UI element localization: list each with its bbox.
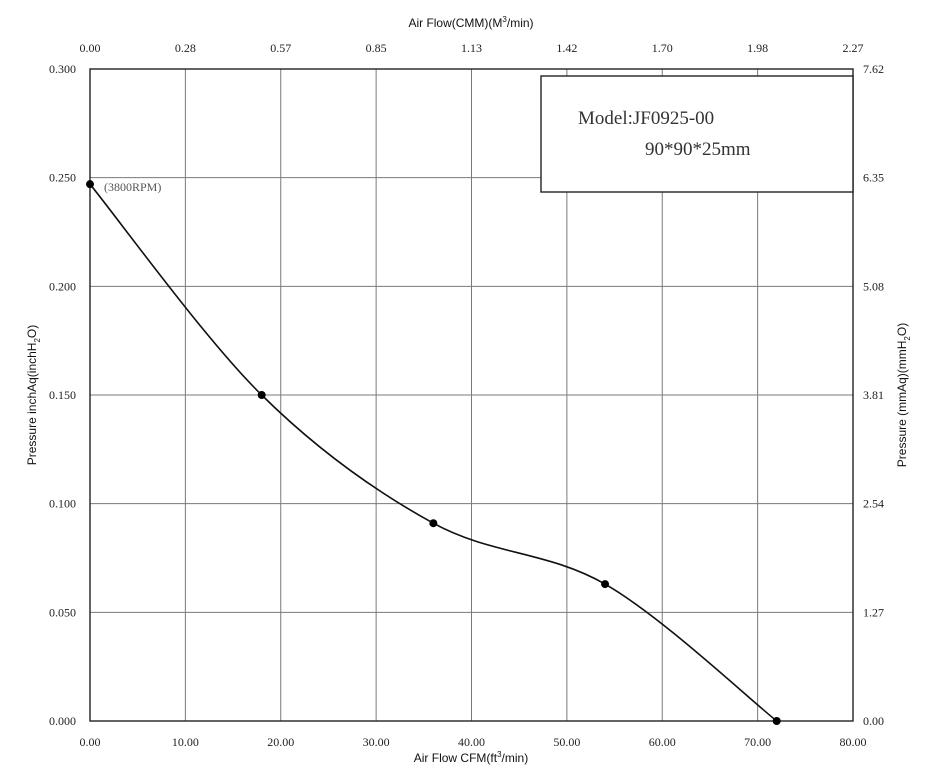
top-x-tick-label: 0.28 xyxy=(175,41,196,55)
x-tick-label: 80.00 xyxy=(840,735,867,749)
top-x-axis-title: Air Flow(CMM)(M3/min) xyxy=(408,15,533,30)
data-point xyxy=(257,391,266,399)
x-tick-label: 60.00 xyxy=(649,735,676,749)
data-point xyxy=(601,580,610,589)
y-tick-label: 0.250 xyxy=(49,171,76,185)
bottom-x-axis-title: Air Flow CFM(ft3/min) xyxy=(414,750,528,765)
x-tick-label: 10.00 xyxy=(172,735,199,749)
left-y-tick-labels: 0.000 0.050 0.100 0.150 0.200 0.250 0.300 xyxy=(49,62,76,728)
model-name-label: Model:JF0925-00 xyxy=(578,108,714,129)
y-tick-label: 0.050 xyxy=(49,605,76,619)
y-tick-label: 0.300 xyxy=(49,62,76,76)
top-x-tick-label: 2.27 xyxy=(843,41,864,55)
model-size-label: 90*90*25mm xyxy=(645,139,751,160)
right-y-tick-label: 6.35 xyxy=(863,171,884,185)
model-info-box xyxy=(540,75,854,193)
right-y-tick-label: 7.62 xyxy=(863,62,884,76)
right-y-tick-label: 5.08 xyxy=(863,279,884,293)
x-tick-label: 30.00 xyxy=(363,735,390,749)
right-y-tick-label: 0.00 xyxy=(863,714,884,728)
top-x-tick-label: 1.42 xyxy=(556,41,577,55)
x-tick-label: 40.00 xyxy=(458,735,485,749)
y-tick-label: 0.150 xyxy=(49,388,76,402)
right-y-tick-label: 2.54 xyxy=(863,497,884,511)
left-y-axis-title: Pressure inchAq(inchH2O) xyxy=(25,325,42,466)
data-point xyxy=(429,519,438,528)
data-point xyxy=(772,717,781,725)
x-tick-label: 50.00 xyxy=(553,735,580,749)
top-x-tick-label: 1.70 xyxy=(652,41,673,55)
top-x-tick-labels: 0.00 0.28 0.57 0.85 1.13 1.42 1.70 1.98 2.27 xyxy=(80,41,864,55)
data-points xyxy=(86,180,781,725)
data-point xyxy=(86,180,94,189)
rpm-label: (3800RPM) xyxy=(104,180,161,194)
right-y-tick-label: 1.27 xyxy=(863,605,884,619)
right-y-tick-labels: 0.00 1.27 2.54 3.81 5.08 6.35 7.62 xyxy=(863,62,884,728)
plot-frame xyxy=(89,68,854,722)
pressure-flow-curve xyxy=(89,183,778,722)
top-x-tick-label: 0.85 xyxy=(366,41,387,55)
x-tick-label: 0.00 xyxy=(80,735,101,749)
top-x-tick-label: 0.57 xyxy=(270,41,291,55)
bottom-x-tick-labels: 0.00 10.00 20.00 30.00 40.00 50.00 60.00 70.00 8… xyxy=(80,735,867,749)
x-tick-label: 20.00 xyxy=(267,735,294,749)
top-x-tick-label: 1.98 xyxy=(747,41,768,55)
right-y-tick-label: 3.81 xyxy=(863,388,884,402)
y-tick-label: 0.100 xyxy=(49,497,76,511)
top-x-tick-label: 0.00 xyxy=(80,41,101,55)
top-x-tick-label: 1.13 xyxy=(461,41,482,55)
y-tick-label: 0.200 xyxy=(49,279,76,293)
right-y-axis-title: Pressure (mmAq)(mmH2O) xyxy=(895,323,912,467)
y-tick-label: 0.000 xyxy=(49,714,76,728)
x-tick-label: 70.00 xyxy=(744,735,771,749)
